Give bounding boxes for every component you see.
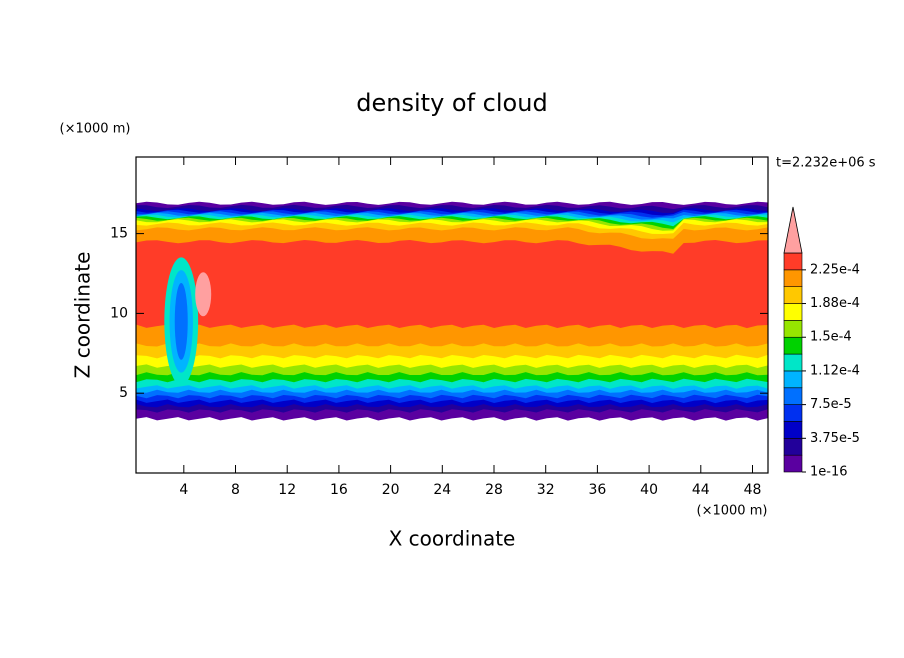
y-tick-label: 10: [110, 305, 128, 321]
x-axis-title: X coordinate: [389, 527, 516, 551]
x-tick-label: 4: [179, 482, 188, 498]
colorbar-swatch: [783, 454, 803, 473]
colorbar-swatch: [783, 404, 803, 422]
time-label: t=2.232e+06 s: [776, 156, 876, 171]
colorbar-extend: [783, 206, 803, 254]
colorbar-swatch: [783, 286, 803, 304]
x-tick-label: 32: [537, 482, 555, 498]
contour-field: [136, 201, 768, 421]
contour-band: [136, 240, 768, 329]
x-tick-label: 44: [692, 482, 710, 498]
colorbar-label: 7.5e-5: [810, 397, 852, 412]
colorbar-label: 2.25e-4: [810, 262, 860, 277]
x-tick-label: 20: [382, 482, 400, 498]
x-tick-label: 16: [330, 482, 348, 498]
y-tick-label: 5: [119, 385, 128, 401]
x-tick-label: 28: [485, 482, 503, 498]
contour-peak: [195, 272, 212, 317]
colorbar-swatch: [783, 387, 803, 405]
colorbar-label: 1e-16: [810, 465, 848, 480]
x-tick-label: 40: [640, 482, 658, 498]
colorbar-swatch: [783, 353, 803, 372]
x-tick-label: 8: [231, 482, 240, 498]
plot-frame: [135, 156, 769, 474]
colorbar-swatch: [783, 303, 803, 321]
colorbar-label: 3.75e-5: [810, 431, 860, 446]
colorbar-swatch: [783, 269, 803, 287]
y-axis-title: Z coordinate: [71, 252, 95, 379]
x-unit: (×1000 m): [697, 504, 768, 519]
contour-plume: [174, 282, 188, 360]
colorbar-label: 1.5e-4: [810, 330, 852, 345]
colorbar-swatch: [783, 320, 803, 338]
x-tick-label: 24: [433, 482, 451, 498]
colorbar-swatch: [783, 438, 803, 456]
x-tick-label: 48: [744, 482, 762, 498]
colorbar-swatch: [783, 252, 803, 271]
x-tick-label: 36: [588, 482, 606, 498]
y-unit: (×1000 m): [60, 122, 131, 137]
colorbar-swatch: [783, 421, 803, 439]
x-tick-label: 12: [278, 482, 296, 498]
colorbar-label: 1.88e-4: [810, 296, 860, 311]
chart-title: density of cloud: [356, 89, 547, 117]
colorbar-swatch: [783, 336, 803, 355]
y-tick-label: 15: [110, 226, 128, 242]
colorbar-label: 1.12e-4: [810, 363, 860, 378]
colorbar-swatch: [783, 370, 803, 389]
